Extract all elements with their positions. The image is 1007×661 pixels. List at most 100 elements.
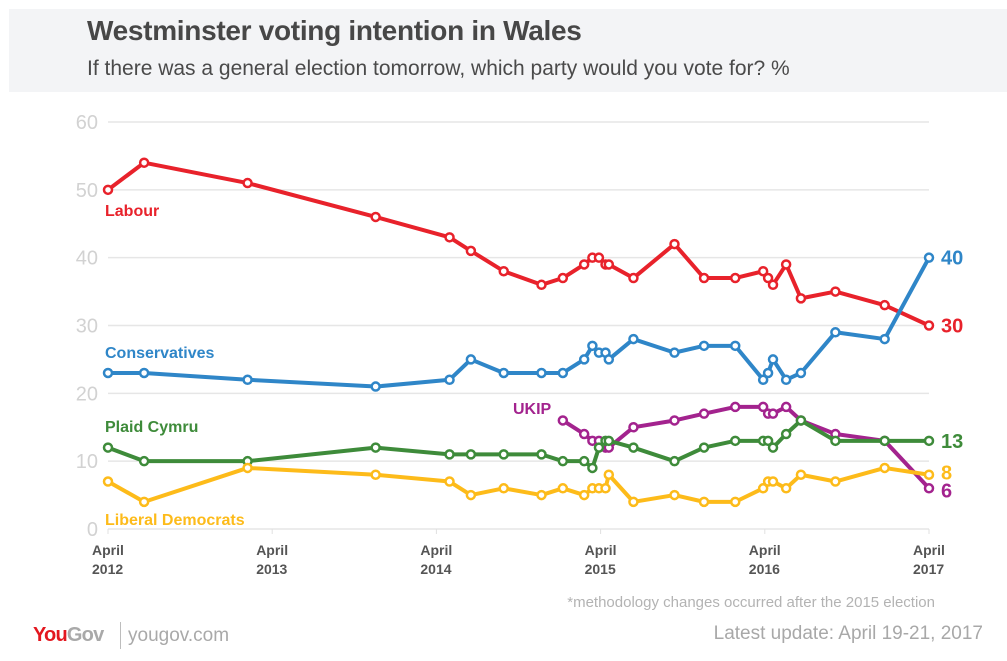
series-lines bbox=[102, 157, 935, 508]
end-value-label: 40 bbox=[941, 248, 963, 270]
data-point bbox=[762, 435, 774, 447]
series-line bbox=[106, 160, 931, 328]
data-point bbox=[138, 157, 150, 168]
x-tick-label: April bbox=[256, 542, 288, 558]
data-point bbox=[879, 462, 890, 474]
y-tick-label: 0 bbox=[87, 519, 98, 541]
data-point bbox=[242, 177, 253, 189]
chart-subtitle: If there was a general election tomorrow… bbox=[87, 57, 790, 80]
series-line bbox=[560, 404, 931, 491]
data-point bbox=[780, 483, 792, 494]
data-point bbox=[767, 476, 779, 487]
data-point bbox=[698, 408, 710, 419]
data-point bbox=[603, 435, 615, 447]
data-point bbox=[795, 293, 807, 304]
logo-gov: Gov bbox=[66, 624, 104, 646]
data-point bbox=[102, 442, 114, 453]
data-point bbox=[498, 367, 509, 379]
series-label: Plaid Cymru bbox=[105, 419, 198, 436]
data-point bbox=[757, 483, 769, 494]
x-tick-label: 2013 bbox=[256, 561, 287, 577]
data-point bbox=[578, 259, 590, 270]
data-point bbox=[603, 469, 615, 480]
data-point bbox=[587, 462, 598, 474]
series-liberal-democrats bbox=[102, 462, 935, 508]
data-point bbox=[370, 381, 381, 392]
data-point bbox=[780, 401, 792, 413]
data-point bbox=[628, 272, 639, 284]
data-point bbox=[593, 252, 605, 263]
chart-title: Westminster voting intention in Wales bbox=[87, 15, 582, 46]
data-point bbox=[729, 435, 741, 447]
data-point bbox=[102, 476, 114, 487]
data-point bbox=[830, 435, 841, 447]
data-point bbox=[603, 354, 615, 365]
x-tick-label: April bbox=[749, 542, 781, 558]
y-axis-ticks: 0 10 20 30 40 50 60 bbox=[76, 112, 98, 541]
data-point bbox=[557, 483, 569, 494]
data-point bbox=[444, 232, 455, 243]
data-point bbox=[923, 320, 935, 331]
data-point bbox=[536, 449, 547, 460]
end-value-label: 30 bbox=[941, 316, 963, 338]
data-point bbox=[767, 408, 779, 419]
x-tick-label: 2016 bbox=[749, 561, 780, 577]
data-point bbox=[767, 442, 779, 453]
data-point bbox=[795, 415, 807, 426]
data-point bbox=[498, 449, 509, 460]
data-point bbox=[603, 259, 615, 270]
end-value-label: 13 bbox=[941, 431, 963, 453]
data-point bbox=[923, 483, 935, 494]
data-point bbox=[444, 374, 455, 386]
data-point bbox=[698, 496, 710, 508]
data-point bbox=[536, 279, 547, 291]
series-labour bbox=[102, 157, 935, 331]
series-plaid-cymru bbox=[102, 415, 935, 474]
data-point bbox=[370, 442, 381, 453]
data-point bbox=[628, 442, 639, 453]
x-tick-label: April bbox=[420, 542, 452, 558]
data-point bbox=[593, 442, 605, 453]
y-tick-label: 10 bbox=[76, 451, 98, 473]
latest-update: Latest update: April 19-21, 2017 bbox=[713, 623, 983, 644]
data-point bbox=[729, 272, 741, 284]
data-point bbox=[578, 354, 590, 365]
data-point bbox=[830, 327, 841, 338]
data-point bbox=[600, 483, 611, 494]
data-point bbox=[762, 272, 774, 284]
x-tick-label: 2014 bbox=[420, 561, 451, 577]
data-point bbox=[465, 489, 477, 501]
data-point bbox=[242, 374, 253, 386]
data-point bbox=[780, 428, 792, 440]
x-tick-label: 2015 bbox=[585, 561, 616, 577]
data-point bbox=[698, 272, 710, 284]
data-point bbox=[102, 367, 114, 379]
data-point bbox=[780, 259, 792, 270]
data-point bbox=[370, 469, 381, 480]
data-point bbox=[879, 333, 890, 345]
data-point bbox=[102, 184, 114, 196]
data-point bbox=[444, 476, 455, 487]
series-label: Liberal Democrats bbox=[105, 512, 245, 529]
x-tick-label: April bbox=[92, 542, 124, 558]
data-point bbox=[830, 286, 841, 297]
data-point bbox=[465, 354, 477, 365]
data-point bbox=[669, 455, 680, 467]
gridlines bbox=[108, 121, 929, 530]
data-point bbox=[628, 496, 639, 508]
data-point bbox=[729, 401, 741, 413]
data-point bbox=[879, 435, 890, 447]
site-link[interactable]: yougov.com bbox=[128, 625, 230, 646]
yougov-logo[interactable]: YouGov bbox=[33, 624, 104, 647]
data-point bbox=[767, 354, 779, 365]
series-conservatives bbox=[102, 252, 935, 392]
series-labels: Labour 30 Conservatives 40 UKIP 6 Plaid Cymru 1… bbox=[105, 203, 963, 529]
data-point bbox=[536, 489, 547, 501]
data-point bbox=[578, 489, 590, 501]
data-point bbox=[465, 449, 477, 460]
x-tick-label: April bbox=[913, 542, 945, 558]
logo-you: You bbox=[33, 624, 68, 646]
y-tick-label: 30 bbox=[76, 316, 98, 338]
data-point bbox=[587, 340, 598, 352]
